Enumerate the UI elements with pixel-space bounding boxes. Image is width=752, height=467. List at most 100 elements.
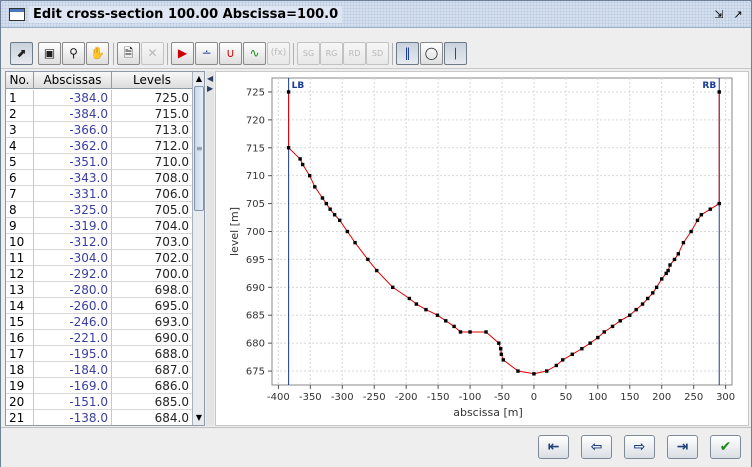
split-pane-divider[interactable]: ◀ ▶ [206,71,214,426]
abscissa-cell[interactable]: -366.0 [34,122,112,138]
level-cell[interactable]: 693.0 [154,315,189,329]
delete-point-button[interactable]: ✕ [141,42,164,65]
sd-button[interactable]: SD [366,42,389,65]
level-cell[interactable]: 690.0 [154,331,189,345]
table-row[interactable]: 1 -384.0 725.0 [6,90,192,106]
table-row[interactable]: 20 -151.0 685.0 [6,394,192,410]
abscissa-cell[interactable]: -304.0 [34,250,112,266]
level-cell[interactable]: 684.0 [154,411,189,425]
table-row[interactable]: 9 -319.0 704.0 [6,218,192,234]
zoom-box-button[interactable]: ▣ [38,42,61,65]
collapse-left-icon[interactable]: ◀ [207,74,214,83]
level-cell[interactable]: 686.0 [154,379,189,393]
level-cell[interactable]: 685.0 [154,395,189,409]
column-header-abscissas[interactable]: Abscissas [34,72,112,89]
table-row[interactable]: 11 -304.0 702.0 [6,250,192,266]
new-point-button[interactable]: 🗎 [117,42,140,65]
level-cell[interactable]: 704.0 [154,219,189,233]
scrollbar-thumb[interactable]: ≡ [194,86,204,211]
restore-icon[interactable]: ⇲ [714,8,724,21]
level-cell[interactable]: 687.0 [154,363,189,377]
table-row[interactable]: 19 -169.0 686.0 [6,378,192,394]
title-bar[interactable]: Edit cross-section 100.00 Abscissa=100.0… [1,1,751,28]
table-row[interactable]: 18 -184.0 687.0 [6,362,192,378]
collapse-right-icon[interactable]: ▶ [207,84,214,93]
abscissa-cell[interactable]: -151.0 [34,394,112,410]
section-profile-button[interactable]: ∪ [219,42,242,65]
abscissa-cell[interactable]: -260.0 [34,298,112,314]
mirror-section-button[interactable]: ▶ [171,42,194,65]
table-row[interactable]: 12 -292.0 700.0 [6,266,192,282]
pan-button[interactable]: ✋ [86,42,109,65]
table-row[interactable]: 10 -312.0 703.0 [6,234,192,250]
abscissa-cell[interactable]: -362.0 [34,138,112,154]
level-cell[interactable]: 706.0 [154,187,189,201]
table-row[interactable]: 8 -325.0 705.0 [6,202,192,218]
first-button[interactable]: ⇤ [538,435,569,459]
table-row[interactable]: 14 -260.0 695.0 [6,298,192,314]
level-cell[interactable]: 713.0 [154,123,189,137]
abscissa-cell[interactable]: -221.0 [34,330,112,346]
zoom-button[interactable]: ⚲ [62,42,85,65]
abscissa-cell[interactable]: -195.0 [34,346,112,362]
abscissa-cell[interactable]: -280.0 [34,282,112,298]
level-cell[interactable]: 702.0 [154,251,189,265]
column-header-no[interactable]: No. [6,72,34,89]
table-row[interactable]: 13 -280.0 698.0 [6,282,192,298]
table-row[interactable]: 16 -221.0 690.0 [6,330,192,346]
table-row[interactable]: 3 -366.0 713.0 [6,122,192,138]
rd-button[interactable]: RD [343,42,366,65]
table-row[interactable]: 5 -351.0 710.0 [6,154,192,170]
table-row[interactable]: 2 -384.0 715.0 [6,106,192,122]
table-row[interactable]: 6 -343.0 708.0 [6,170,192,186]
vertical-lines-button[interactable]: ‖ [396,42,419,65]
edit-level-button[interactable]: ◯ [420,42,443,65]
next-button[interactable]: ⇨ [624,435,655,459]
abscissa-cell[interactable]: -138.0 [34,410,112,425]
table-row[interactable]: 17 -195.0 688.0 [6,346,192,362]
level-cell[interactable]: 700.0 [154,267,189,281]
cross-section-chart[interactable]: -400 -350 -300 -250 -200 -150 -100 -50 0 50 100 150… [216,72,748,425]
abscissa-cell[interactable]: -325.0 [34,202,112,218]
compare-profile-button[interactable]: ∿ [243,42,266,65]
previous-button[interactable]: ⇦ [581,435,612,459]
level-cell[interactable]: 708.0 [154,171,189,185]
formula-button[interactable]: (fx) [267,42,290,65]
column-header-levels[interactable]: Levels [133,73,171,87]
table-row[interactable]: 7 -331.0 706.0 [6,186,192,202]
level-cell[interactable]: 705.0 [154,203,189,217]
level-cell[interactable]: 715.0 [154,107,189,121]
abscissa-cell[interactable]: -351.0 [34,154,112,170]
abscissa-cell[interactable]: -169.0 [34,378,112,394]
table-scrollbar[interactable]: ▲ ≡ ▼ [192,72,204,425]
table-row[interactable]: 15 -246.0 693.0 [6,314,192,330]
maximize-icon[interactable]: ↗ [733,8,743,21]
level-cell[interactable]: 703.0 [154,235,189,249]
abscissa-cell[interactable]: -292.0 [34,266,112,282]
level-cell[interactable]: 712.0 [154,139,189,153]
level-cell[interactable]: 695.0 [154,299,189,313]
abscissa-cell[interactable]: -331.0 [34,186,112,202]
level-cell[interactable]: 710.0 [154,155,189,169]
rg-button[interactable]: RG [320,42,343,65]
level-cell[interactable]: 688.0 [154,347,189,361]
select-tool-button[interactable]: ⬈ [10,42,33,65]
abscissa-cell[interactable]: -384.0 [34,90,112,106]
abscissa-cell[interactable]: -343.0 [34,170,112,186]
abscissa-cell[interactable]: -246.0 [34,314,112,330]
ok-button[interactable]: ✔ [710,435,741,459]
table-row[interactable]: 4 -362.0 712.0 [6,138,192,154]
level-cell[interactable]: 725.0 [154,91,189,105]
table-row[interactable]: 21 -138.0 684.0 [6,410,192,425]
scroll-up-icon[interactable]: ▲ [193,72,204,86]
sg-button[interactable]: SG [297,42,320,65]
banks-button[interactable]: ∣ [444,42,467,65]
add-point-button[interactable]: ∸ [195,42,218,65]
abscissa-cell[interactable]: -184.0 [34,362,112,378]
abscissa-cell[interactable]: -312.0 [34,234,112,250]
scroll-down-icon[interactable]: ▼ [193,411,204,425]
level-cell[interactable]: 698.0 [154,283,189,297]
abscissa-cell[interactable]: -319.0 [34,218,112,234]
last-button[interactable]: ⇥ [667,435,698,459]
abscissa-cell[interactable]: -384.0 [34,106,112,122]
